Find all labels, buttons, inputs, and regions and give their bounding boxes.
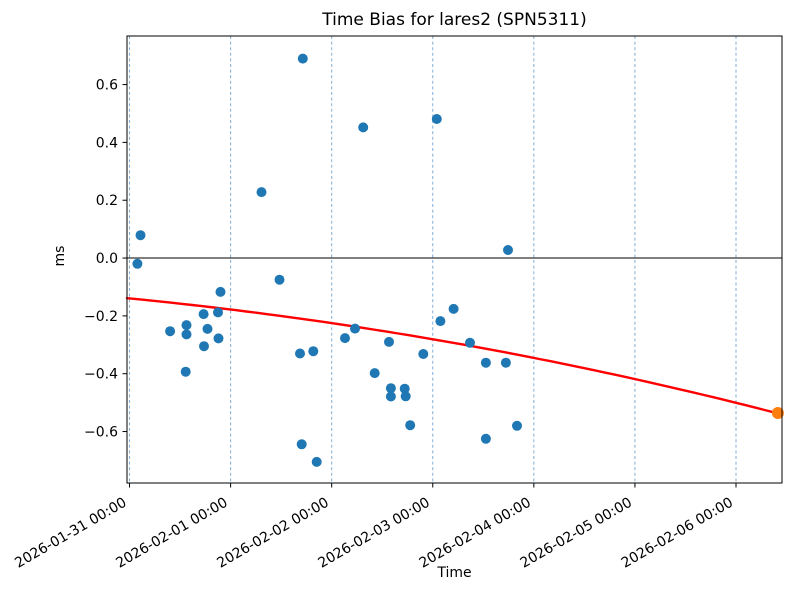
y-tick-label: 0.0 xyxy=(96,251,118,267)
trend-endpoint-point xyxy=(771,407,784,419)
time-bias-observations-point xyxy=(213,333,224,344)
time-bias-observations-point xyxy=(181,329,192,340)
time-bias-observations-point xyxy=(512,420,522,431)
trend-line xyxy=(125,297,780,415)
time-bias-observations-point xyxy=(202,323,213,334)
time-bias-observations-point xyxy=(384,336,394,347)
time-bias-observations-point xyxy=(500,357,511,368)
time-bias-observations-point xyxy=(199,341,209,352)
time-bias-observations-point xyxy=(213,307,223,318)
y-tick-label: 0.6 xyxy=(96,78,118,94)
time-bias-observations-point xyxy=(180,366,191,377)
time-bias-observations-point xyxy=(448,303,459,314)
time-bias-observations-point xyxy=(297,53,308,64)
time-bias-observations-point xyxy=(181,320,192,331)
y-tick-label: −0.2 xyxy=(84,309,118,325)
plot-spines xyxy=(126,35,783,484)
time-bias-observations-point xyxy=(405,420,416,431)
time-bias-observations-point xyxy=(295,348,305,359)
time-bias-observations-point xyxy=(480,357,491,368)
time-bias-observations-point xyxy=(385,391,396,402)
time-bias-observations-point xyxy=(480,433,491,444)
time-bias-observations-point xyxy=(350,323,360,334)
x-tick-label: 2026-02-03 00:00 xyxy=(315,495,432,572)
x-tick-label: 2026-02-04 00:00 xyxy=(417,495,534,572)
x-tick-label: 2026-02-05 00:00 xyxy=(518,495,635,572)
x-tick-label: 2026-01-31 00:00 xyxy=(12,495,129,572)
time-bias-observations-point xyxy=(418,349,429,359)
time-bias-observations-point xyxy=(431,114,442,124)
time-bias-observations-point xyxy=(358,122,369,133)
time-bias-observations-point xyxy=(400,391,411,402)
time-bias-observations-point xyxy=(385,383,396,394)
time-bias-observations-point xyxy=(132,258,143,269)
x-axis-title: Time xyxy=(437,565,472,581)
time-bias-observations-point xyxy=(369,368,380,379)
x-tick-label: 2026-02-01 00:00 xyxy=(113,495,230,572)
chart-title: Time Bias for lares2 (SPN5311) xyxy=(322,10,587,30)
time-bias-observations-point xyxy=(135,230,146,241)
time-bias-observations-point xyxy=(311,456,322,467)
x-tick-label: 2026-02-02 00:00 xyxy=(214,495,331,572)
time-bias-observations-point xyxy=(435,316,446,327)
time-bias-observations-point xyxy=(340,333,350,344)
time-bias-observations-point xyxy=(274,274,285,285)
time-bias-observations-point xyxy=(165,326,176,337)
time-bias-observations-point xyxy=(503,245,513,255)
time-bias-observations-point xyxy=(399,383,410,394)
y-tick-label: 0.4 xyxy=(96,135,118,151)
time-bias-observations-point xyxy=(256,187,267,198)
time-bias-observations-point xyxy=(215,286,226,297)
time-bias-observations-point xyxy=(198,309,209,320)
x-tick-label: 2026-02-06 00:00 xyxy=(619,495,736,572)
time-bias-observations-point xyxy=(296,439,307,450)
time-bias-observations-point xyxy=(465,337,475,348)
y-tick-label: −0.6 xyxy=(84,425,118,441)
y-tick-label: 0.2 xyxy=(96,193,118,209)
time-bias-observations-point xyxy=(308,346,319,357)
y-tick-label: −0.4 xyxy=(84,367,118,383)
